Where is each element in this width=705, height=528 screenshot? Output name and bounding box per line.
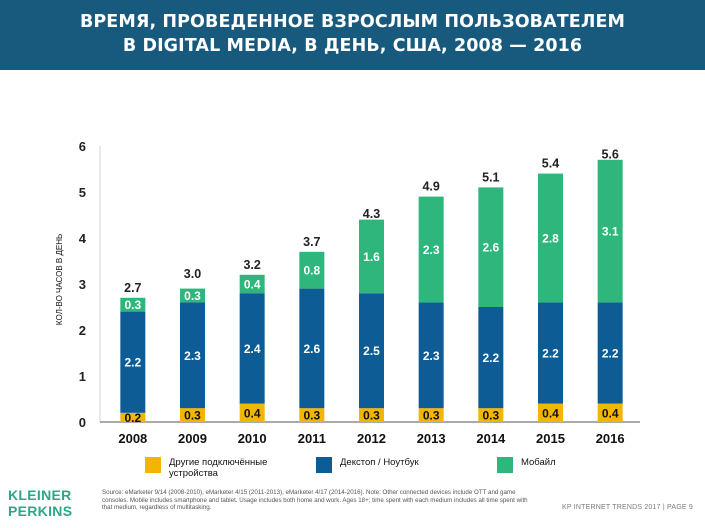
data-label: 0.2 <box>124 411 141 425</box>
total-label: 5.4 <box>542 157 559 171</box>
legend-label-other-line-1: Другие подключённые <box>169 457 268 468</box>
bar-segment <box>359 219 384 294</box>
logo-line-1: KLEINER <box>8 487 72 503</box>
x-tick-label: 2011 <box>298 431 326 446</box>
data-label: 0.3 <box>184 289 201 303</box>
x-tick-label: 2015 <box>536 431 565 446</box>
data-label: 0.4 <box>244 278 261 292</box>
bar-segment <box>538 403 563 422</box>
data-label: 2.3 <box>184 349 201 363</box>
total-label: 3.0 <box>184 267 201 281</box>
page-title: ВРЕМЯ, ПРОВЕДЕННОЕ ВЗРОСЛЫМ ПОЛЬЗОВАТЕЛЕ… <box>0 10 705 58</box>
y-tick-label: 4 <box>79 231 87 246</box>
x-tick-label: 2008 <box>118 431 147 446</box>
bar-segment <box>180 288 205 303</box>
data-label: 0.8 <box>303 264 320 278</box>
data-label: 2.3 <box>423 243 440 257</box>
data-label: 0.4 <box>244 406 261 420</box>
data-label: 2.8 <box>542 232 559 246</box>
legend-label-other-line-2: устройства <box>169 468 218 479</box>
data-label: 0.3 <box>482 409 499 423</box>
legend-label-other-devices: Другие подключённые устройства <box>169 457 267 479</box>
x-tick-label: 2012 <box>357 431 386 446</box>
bar-segment <box>478 187 504 307</box>
total-label: 4.9 <box>422 180 439 194</box>
data-label: 0.3 <box>303 409 320 423</box>
x-tick-label: 2014 <box>476 431 506 446</box>
page-title-line-1: ВРЕМЯ, ПРОВЕДЕННОЕ ВЗРОСЛЫМ ПОЛЬЗОВАТЕЛЕ… <box>79 12 626 32</box>
bar-segment <box>120 297 146 312</box>
header-banner: ВРЕМЯ, ПРОВЕДЕННОЕ ВЗРОСЛЫМ ПОЛЬЗОВАТЕЛЕ… <box>0 0 705 70</box>
bar-segment <box>299 408 325 422</box>
bar-segment <box>597 403 623 422</box>
data-label: 0.3 <box>124 298 141 312</box>
data-label: 2.4 <box>244 342 261 356</box>
total-label: 4.3 <box>363 207 380 221</box>
bar-segment <box>120 412 146 422</box>
bar-segment <box>597 302 623 404</box>
bar-segment <box>418 196 444 303</box>
y-tick-label: 3 <box>79 277 86 292</box>
legend-swatch-mobile <box>497 457 513 473</box>
data-label: 3.1 <box>602 225 619 239</box>
x-tick-label: 2013 <box>417 431 446 446</box>
bar-segment <box>418 302 444 409</box>
total-label: 3.7 <box>303 235 320 249</box>
y-tick-label: 0 <box>79 415 86 430</box>
y-tick-label: 6 <box>79 139 86 154</box>
data-label: 0.3 <box>363 409 380 423</box>
data-label: 2.2 <box>542 347 559 361</box>
bar-segment <box>180 302 205 409</box>
legend-label-desktop: Декстоп / Ноутбук <box>340 457 419 468</box>
data-label: 0.3 <box>184 409 201 423</box>
bar-segment <box>239 403 265 422</box>
data-label: 0.3 <box>423 409 440 423</box>
bar-segment <box>299 288 325 409</box>
y-tick-label: 1 <box>79 369 86 384</box>
data-label: 0.4 <box>602 406 619 420</box>
data-label: 2.5 <box>363 344 380 358</box>
data-label: 1.6 <box>363 250 380 264</box>
legend-swatch-desktop <box>316 457 332 473</box>
bar-segment <box>239 274 265 294</box>
y-tick-label: 5 <box>79 185 86 200</box>
total-label: 5.6 <box>601 147 618 161</box>
bar-segment <box>597 159 623 303</box>
data-label: 2.3 <box>423 349 440 363</box>
x-tick-label: 2009 <box>178 431 207 446</box>
legend-swatch-other-devices <box>145 457 161 473</box>
data-label: 2.2 <box>124 356 141 370</box>
total-label: 2.7 <box>124 281 141 295</box>
x-tick-label: 2016 <box>596 431 625 446</box>
bar-segment <box>359 293 384 409</box>
kleiner-perkins-logo: KLEINER PERKINS <box>8 487 72 519</box>
bar-segment <box>239 293 265 404</box>
total-label: 3.2 <box>243 258 260 272</box>
page-title-line-2: В DIGITAL MEDIA, В ДЕНЬ, США, 2008 — 201… <box>122 36 583 56</box>
data-label: 0.4 <box>542 406 559 420</box>
bar-segment <box>120 311 146 413</box>
bar-segment <box>538 173 563 303</box>
data-label: 2.2 <box>482 351 499 365</box>
page-label: KP INTERNET TRENDS 2017 | PAGE 9 <box>561 504 693 511</box>
y-axis-label: КОЛ-ВО ЧАСОВ В ДЕНЬ <box>55 234 64 325</box>
bar-segment <box>538 302 563 404</box>
legend-label-mobile: Мобайл <box>521 457 556 468</box>
bar-segment <box>359 408 384 422</box>
y-tick-label: 2 <box>79 323 86 338</box>
source-note: Source: eMarketer 9/14 (2008-2010), eMar… <box>102 489 528 512</box>
x-tick-label: 2010 <box>238 431 267 446</box>
data-label: 2.6 <box>482 241 499 255</box>
bar-segment <box>478 408 504 422</box>
data-label: 2.2 <box>602 347 619 361</box>
data-label: 2.6 <box>303 342 320 356</box>
bar-segment <box>418 408 444 422</box>
logo-line-2: PERKINS <box>8 503 73 519</box>
bar-segment <box>180 408 205 422</box>
bar-segment <box>299 251 325 289</box>
bar-segment <box>478 307 504 409</box>
total-label: 5.1 <box>482 170 499 184</box>
